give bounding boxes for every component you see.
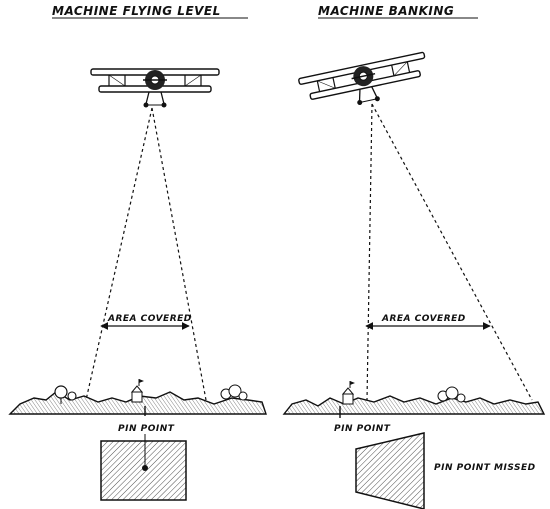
right-missed-label: PIN POINT MISSED	[434, 463, 536, 473]
biplane-level-icon	[90, 68, 220, 108]
right-cone-edge-left	[366, 103, 373, 401]
right-photo-plate	[355, 432, 425, 509]
right-terrain	[282, 381, 546, 415]
right-area-label: AREA COVERED	[381, 314, 466, 324]
left-pin-dot	[142, 465, 148, 471]
left-cone-edge-left	[85, 107, 153, 401]
left-terrain	[8, 379, 267, 415]
left-cone-edge-right	[151, 107, 207, 401]
left-title: MACHINE FLYING LEVEL	[52, 4, 221, 18]
right-panel: MACHINE BANKING AREA COVERED	[282, 4, 546, 509]
left-area-label: AREA COVERED	[107, 314, 192, 324]
left-panel: MACHINE FLYING LEVEL AREA COVERED	[8, 4, 267, 501]
left-pin-label: PIN POINT	[118, 424, 175, 434]
right-title: MACHINE BANKING	[318, 4, 454, 18]
right-cone-edge-right	[371, 103, 533, 401]
right-pin-label: PIN POINT	[334, 424, 391, 434]
biplane-banking-icon	[298, 51, 426, 105]
